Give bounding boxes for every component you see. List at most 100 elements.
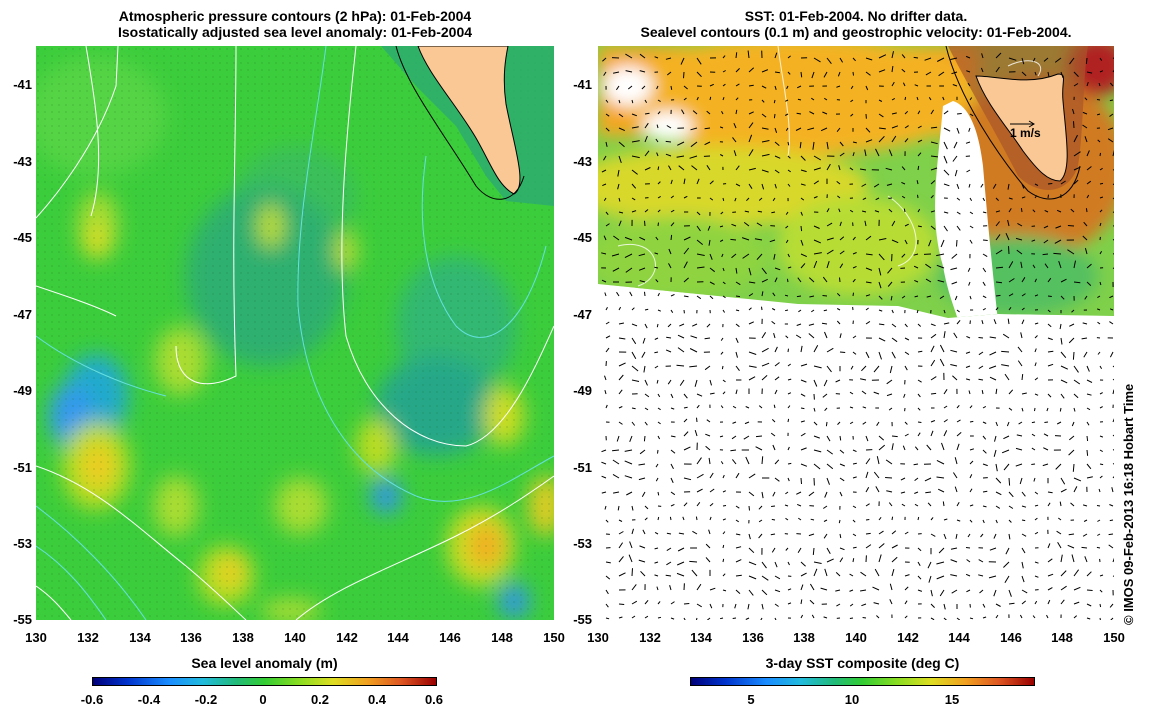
velocity-arrow xyxy=(839,463,845,467)
velocity-arrow xyxy=(756,222,763,227)
velocity-arrow xyxy=(761,69,769,73)
velocity-arrow xyxy=(605,307,608,311)
velocity-arrow xyxy=(605,223,610,227)
shelf-contour-right xyxy=(945,45,1081,200)
velocity-arrow xyxy=(800,447,807,451)
left-xtick-150: 150 xyxy=(543,630,565,645)
velocity-arrow xyxy=(735,574,742,577)
velocity-arrow xyxy=(917,350,923,353)
velocity-arrow xyxy=(917,547,922,552)
velocity-arrow xyxy=(682,516,685,521)
velocity-arrow xyxy=(784,504,789,507)
velocity-arrow xyxy=(644,220,646,227)
velocity-arrow xyxy=(1086,589,1093,591)
velocity-arrow xyxy=(836,127,841,133)
velocity-arrow xyxy=(968,183,971,188)
velocity-arrow xyxy=(719,154,724,157)
velocity-arrow xyxy=(748,589,754,596)
velocity-arrow xyxy=(618,155,622,164)
right-map-panel[interactable]: 1 m/s xyxy=(598,45,1119,622)
velocity-arrow xyxy=(1021,374,1024,381)
left-map-panel[interactable] xyxy=(26,45,564,623)
velocity-arrow xyxy=(800,432,806,437)
velocity-arrow xyxy=(943,225,948,232)
velocity-arrow xyxy=(982,405,987,409)
velocity-arrow xyxy=(800,183,806,186)
velocity-arrow xyxy=(1098,82,1101,87)
velocity-arrow xyxy=(709,295,714,300)
velocity-arrow xyxy=(785,239,789,244)
velocity-arrow xyxy=(631,323,638,327)
velocity-arrow xyxy=(618,556,624,563)
velocity-arrow xyxy=(601,169,607,173)
velocity-arrow xyxy=(835,589,841,592)
velocity-arrow xyxy=(657,195,661,199)
velocity-arrow xyxy=(930,323,936,327)
velocity-arrow xyxy=(795,127,802,131)
velocity-arrow xyxy=(771,505,776,507)
velocity-arrow xyxy=(696,501,701,507)
velocity-arrow xyxy=(952,472,958,479)
velocity-arrow xyxy=(683,393,688,399)
velocity-arrow xyxy=(1054,239,1062,244)
velocity-arrow xyxy=(955,533,958,539)
velocity-arrow xyxy=(951,589,958,594)
velocity-arrow xyxy=(1002,333,1010,339)
velocity-arrow xyxy=(618,211,624,214)
velocity-arrow xyxy=(722,295,726,299)
velocity-arrow xyxy=(771,308,776,311)
left-xtick-138: 138 xyxy=(232,630,254,645)
velocity-arrow xyxy=(665,140,672,143)
velocity-arrow xyxy=(965,55,971,59)
velocity-arrow xyxy=(618,127,626,132)
velocity-arrow xyxy=(800,345,803,353)
velocity-arrow xyxy=(917,208,921,213)
velocity-arrow xyxy=(1021,491,1026,497)
velocity-arrow xyxy=(656,124,659,129)
velocity-arrow xyxy=(683,85,688,90)
velocity-arrow xyxy=(1021,196,1026,199)
velocity-arrow xyxy=(1060,295,1065,300)
velocity-arrow xyxy=(930,141,938,145)
velocity-arrow xyxy=(709,83,715,87)
velocity-arrow xyxy=(943,183,950,187)
velocity-arrow xyxy=(1069,57,1075,65)
velocity-arrow xyxy=(1034,517,1038,521)
velocity-arrow xyxy=(1034,504,1039,507)
right-ytick-49: -49 xyxy=(573,383,592,398)
velocity-arrow xyxy=(722,518,726,521)
velocity-arrow xyxy=(839,57,844,63)
velocity-arrow xyxy=(666,532,672,535)
velocity-arrow xyxy=(865,320,871,325)
velocity-arrow xyxy=(811,614,815,619)
velocity-arrow xyxy=(836,308,841,311)
velocity-arrow xyxy=(956,309,960,313)
velocity-arrow xyxy=(982,281,986,286)
velocity-arrow xyxy=(904,600,908,605)
velocity-arrow xyxy=(709,603,713,609)
velocity-arrow xyxy=(644,407,649,411)
velocity-arrow xyxy=(631,584,637,591)
velocity-arrow xyxy=(995,294,1001,297)
velocity-arrow xyxy=(655,138,659,143)
velocity-arrow xyxy=(951,281,958,285)
velocity-arrow xyxy=(644,517,648,521)
velocity-arrow xyxy=(773,113,776,119)
velocity-arrow xyxy=(936,459,945,465)
velocity-arrow xyxy=(808,533,815,537)
velocity-arrow xyxy=(1008,261,1014,269)
velocity-arrow xyxy=(820,587,828,591)
velocity-arrow xyxy=(787,602,792,605)
velocity-arrow xyxy=(901,166,906,171)
velocity-arrow xyxy=(706,323,711,328)
velocity-arrow xyxy=(618,616,623,619)
velocity-arrow xyxy=(1008,278,1015,283)
velocity-arrow xyxy=(966,559,971,563)
velocity-arrow xyxy=(966,335,971,339)
velocity-arrow xyxy=(617,183,620,190)
velocity-arrow xyxy=(1097,519,1101,522)
velocity-arrow xyxy=(839,557,844,563)
velocity-arrow xyxy=(639,53,646,59)
velocity-arrow xyxy=(850,85,854,90)
velocity-arrow xyxy=(774,183,777,189)
